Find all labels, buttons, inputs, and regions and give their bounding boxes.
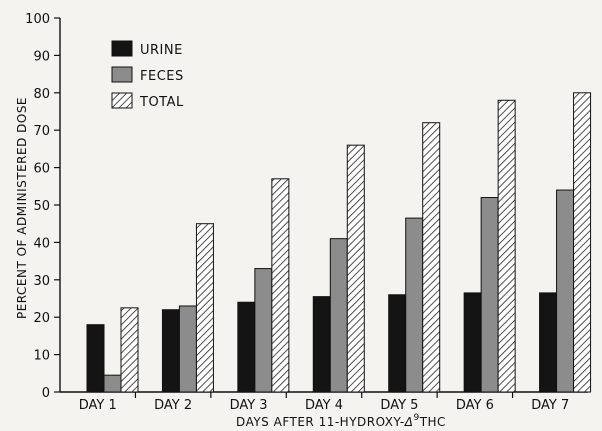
y-tick-label: 100 (25, 12, 50, 27)
legend-label-feces: FECES (140, 69, 184, 84)
bar-urine-6 (463, 292, 482, 393)
y-tick-label: 70 (33, 124, 50, 139)
bar-feces-7 (556, 189, 575, 393)
bar-total-7 (573, 92, 592, 393)
bar-feces-4 (329, 238, 348, 393)
bar-total-6 (497, 99, 516, 393)
bar-total-1 (120, 307, 139, 393)
legend: URINE FECES TOTAL (111, 40, 184, 110)
bar-urine-5 (388, 294, 407, 393)
bars-group (86, 92, 592, 393)
x-tick-label: DAY 2 (154, 398, 192, 413)
y-tick-label: 20 (33, 311, 50, 326)
legend-swatch-urine (111, 40, 133, 57)
y-tick-label: 80 (33, 87, 50, 102)
legend-label-urine: URINE (140, 43, 183, 58)
x-axis-label-delta: Δ (404, 415, 414, 429)
x-tick-label: DAY 6 (456, 398, 494, 413)
x-axis-label-suffix: THC (419, 415, 446, 429)
bar-feces-1 (103, 374, 122, 393)
bar-urine-1 (86, 324, 105, 393)
bar-total-3 (271, 178, 290, 393)
bar-feces-5 (405, 217, 424, 393)
y-tick-label: 60 (33, 162, 50, 177)
x-tick-label: DAY 7 (531, 398, 569, 413)
legend-swatch-feces (111, 66, 133, 83)
bar-feces-2 (178, 305, 197, 393)
x-tick-label: DAY 3 (230, 398, 268, 413)
y-tick-label: 50 (33, 199, 50, 214)
bar-urine-4 (312, 296, 331, 393)
bar-feces-6 (480, 197, 499, 393)
x-axis-label-prefix: DAYS AFTER 11-HYDROXY- (236, 415, 405, 429)
y-tick-label: 10 (33, 349, 50, 364)
bar-urine-7 (539, 292, 558, 393)
y-axis-label: PERCENT OF ADMINISTERED DOSE (15, 97, 29, 319)
bar-urine-3 (237, 301, 256, 393)
bar-total-2 (195, 223, 214, 393)
x-axis-label: DAYS AFTER 11-HYDROXY-Δ9THC (236, 413, 446, 429)
legend-label-total: TOTAL (139, 95, 184, 110)
y-tick-label: 0 (42, 386, 50, 401)
x-tick-label: DAY 5 (380, 398, 418, 413)
bar-urine-2 (161, 309, 180, 393)
x-tick-label: DAY 4 (305, 398, 343, 413)
x-tick-label: DAY 1 (79, 398, 117, 413)
axes: 0 10 20 30 40 50 60 70 80 90 100 DAY 1 DAY 2 DAY 3 DAY… (25, 12, 588, 413)
y-tick-label: 30 (33, 274, 50, 289)
bar-feces-3 (254, 268, 273, 393)
bar-total-4 (346, 144, 365, 393)
legend-swatch-total (111, 92, 133, 109)
y-tick-label: 90 (33, 49, 50, 64)
x-axis-label-superscript: 9 (413, 413, 419, 423)
bar-total-5 (422, 122, 441, 393)
y-tick-label: 40 (33, 236, 50, 251)
